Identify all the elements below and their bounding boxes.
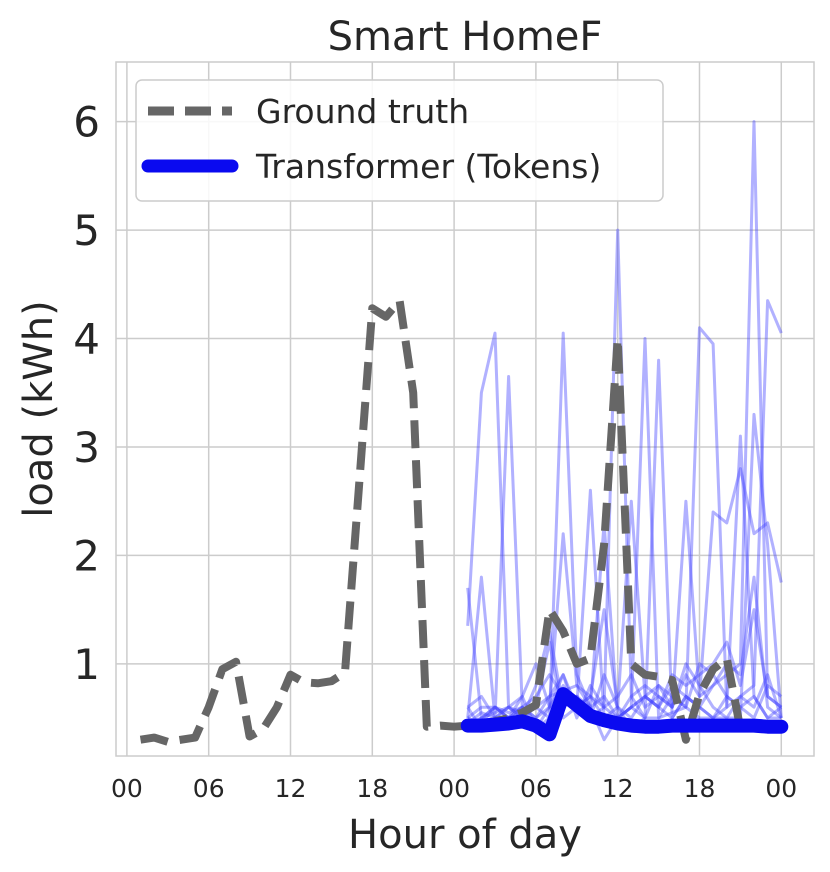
x-tick-label: 12 xyxy=(602,774,634,803)
sample-line-4 xyxy=(466,467,783,720)
x-axis-label: Hour of day xyxy=(348,812,582,858)
x-tick-label: 18 xyxy=(356,774,388,803)
sample-line-7 xyxy=(466,608,783,720)
x-tick-label: 00 xyxy=(111,774,143,803)
y-axis-label: load (kWh) xyxy=(16,300,62,517)
x-tick-labels: 00 06 12 18 00 06 12 18 00 xyxy=(111,774,797,803)
y-tick-label: 6 xyxy=(73,98,100,147)
plot-frame xyxy=(115,61,815,757)
series-lines xyxy=(139,296,789,746)
chart-title: Smart HomeF xyxy=(328,14,603,60)
sample-line-10 xyxy=(467,662,783,725)
x-tick-label: 06 xyxy=(520,774,552,803)
y-tick-label: 3 xyxy=(73,423,100,472)
legend: Ground truth Transformer (Tokens) xyxy=(135,79,664,202)
y-tick-label: 4 xyxy=(73,315,100,364)
transformer-line xyxy=(460,687,789,742)
x-tick-label: 18 xyxy=(684,774,716,803)
x-tick-label: 00 xyxy=(438,774,470,803)
y-tick-labels: 1 2 3 4 5 6 xyxy=(73,98,100,689)
x-tick-label: 00 xyxy=(765,774,797,803)
legend-label-transformer: Transformer (Tokens) xyxy=(255,147,601,186)
x-tick-label: 06 xyxy=(193,774,225,803)
y-tick-label: 2 xyxy=(73,531,100,580)
y-tick-label: 5 xyxy=(73,206,100,255)
legend-box xyxy=(135,79,664,202)
x-tick-label: 12 xyxy=(275,774,307,803)
legend-label-ground-truth: Ground truth xyxy=(256,92,469,131)
y-tick-label: 1 xyxy=(73,640,100,689)
